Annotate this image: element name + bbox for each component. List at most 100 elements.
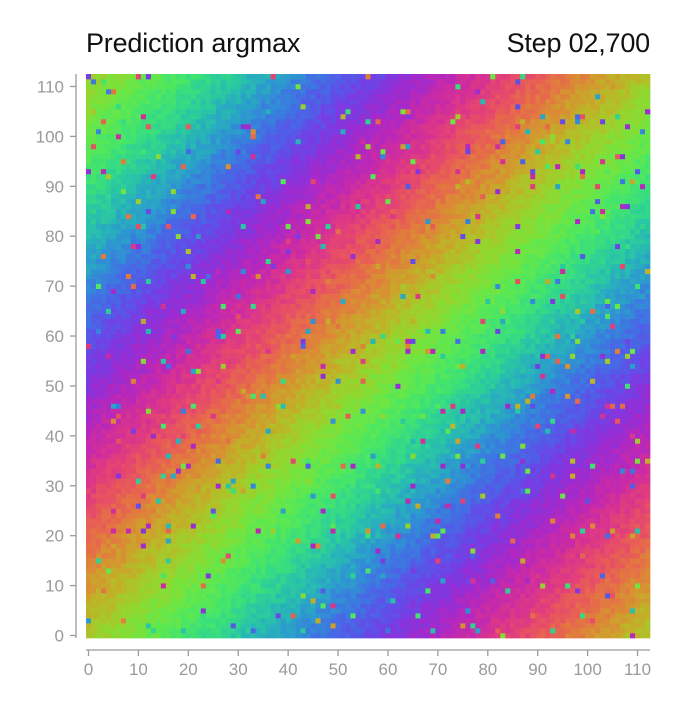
- heatmap-cell: [305, 458, 311, 464]
- heatmap-cell: [145, 438, 152, 444]
- heatmap-cell: [540, 483, 546, 489]
- heatmap-cell: [340, 628, 346, 634]
- heatmap-cell: [525, 493, 531, 499]
- heatmap-cell: [360, 533, 366, 539]
- heatmap-cell: [500, 568, 506, 574]
- heatmap-cell: [395, 543, 401, 549]
- heatmap-cell: [145, 498, 152, 504]
- heatmap-cell: [390, 468, 396, 474]
- heatmap-cell: [585, 438, 591, 444]
- heatmap-cell: [190, 613, 197, 619]
- heatmap-cell: [200, 613, 207, 619]
- heatmap-cell: [190, 503, 197, 509]
- heatmap-cell: [325, 498, 331, 504]
- heatmap-cell: [615, 473, 621, 479]
- heatmap-cell: [270, 533, 277, 539]
- heatmap-cell: [255, 498, 262, 504]
- heatmap-cell: [200, 513, 207, 519]
- heatmap-cell: [290, 543, 296, 549]
- heatmap-cell: [135, 423, 142, 429]
- heatmap-cell: [465, 453, 471, 459]
- heatmap-cell: [575, 423, 581, 429]
- heatmap-cell: [100, 543, 107, 549]
- heatmap-cell: [410, 573, 416, 579]
- heatmap-cell: [395, 453, 401, 459]
- heatmap-cell: [625, 548, 631, 554]
- heatmap-cell: [535, 418, 541, 424]
- heatmap-cell: [305, 498, 311, 504]
- heatmap-cell: [130, 443, 137, 449]
- heatmap-cell: [335, 463, 341, 469]
- heatmap-cell: [375, 543, 381, 549]
- heatmap-cell: [170, 593, 177, 599]
- heatmap-cell: [275, 523, 281, 529]
- heatmap-cell: [90, 528, 97, 534]
- heatmap-cell: [290, 478, 296, 484]
- heatmap-cell: [530, 418, 536, 424]
- heatmap-cell: [140, 608, 147, 614]
- heatmap-cell: [285, 583, 291, 589]
- heatmap-cell: [210, 583, 217, 589]
- heatmap-cell: [120, 473, 127, 479]
- heatmap-cell: [485, 488, 491, 494]
- heatmap-cell: [485, 453, 491, 459]
- heatmap-cell: [420, 418, 426, 424]
- heatmap-cell: [290, 508, 296, 514]
- heatmap-cell: [265, 633, 272, 639]
- heatmap-cell: [205, 533, 212, 539]
- heatmap-cell: [145, 543, 152, 549]
- heatmap-cell: [360, 558, 366, 564]
- heatmap-cell: [335, 528, 341, 534]
- heatmap-cell: [645, 553, 651, 559]
- heatmap-cell: [320, 433, 326, 439]
- heatmap-cell: [510, 418, 516, 424]
- heatmap-cell: [305, 558, 311, 564]
- heatmap-cell: [630, 623, 636, 629]
- heatmap-cell: [400, 453, 406, 459]
- heatmap-cell: [525, 603, 531, 609]
- heatmap-cell: [445, 423, 451, 429]
- heatmap-cell: [605, 593, 611, 599]
- heatmap-cell: [355, 598, 361, 604]
- heatmap-cell: [520, 493, 526, 499]
- heatmap-cell: [350, 623, 356, 629]
- heatmap-cell: [450, 488, 456, 494]
- heatmap-cell: [565, 633, 571, 639]
- heatmap-cell: [465, 583, 471, 589]
- heatmap-cell: [230, 558, 237, 564]
- heatmap-cell: [420, 448, 426, 454]
- heatmap-cell: [195, 443, 202, 449]
- heatmap-cell: [555, 438, 561, 444]
- heatmap-cell: [430, 573, 436, 579]
- heatmap-cell: [355, 478, 361, 484]
- heatmap-cell: [645, 468, 651, 474]
- heatmap-cell: [235, 533, 242, 539]
- heatmap-cell: [125, 628, 132, 634]
- heatmap-cell: [390, 588, 396, 594]
- heatmap-cell: [320, 578, 326, 584]
- heatmap-cell: [595, 523, 601, 529]
- heatmap-cell: [250, 628, 257, 634]
- heatmap-cell: [445, 473, 451, 479]
- heatmap-cell: [310, 523, 316, 529]
- heatmap-cell: [165, 608, 172, 614]
- heatmap-cell: [515, 518, 521, 524]
- heatmap-cell: [485, 543, 491, 549]
- heatmap-cell: [230, 623, 237, 629]
- heatmap-cell: [365, 463, 371, 469]
- heatmap-cell: [635, 553, 641, 559]
- heatmap-cell: [575, 488, 581, 494]
- heatmap-cell: [490, 623, 496, 629]
- heatmap-cell: [415, 533, 421, 539]
- heatmap-cell: [135, 543, 142, 549]
- heatmap-cell: [335, 488, 341, 494]
- heatmap-cell: [310, 458, 316, 464]
- heatmap-cell: [345, 518, 351, 524]
- heatmap-cell: [500, 453, 506, 459]
- heatmap-cell: [470, 513, 476, 519]
- heatmap-cell: [555, 483, 561, 489]
- heatmap-cell: [470, 518, 476, 524]
- heatmap-cell: [320, 493, 326, 499]
- heatmap-cell: [490, 588, 496, 594]
- heatmap-cell: [315, 443, 321, 449]
